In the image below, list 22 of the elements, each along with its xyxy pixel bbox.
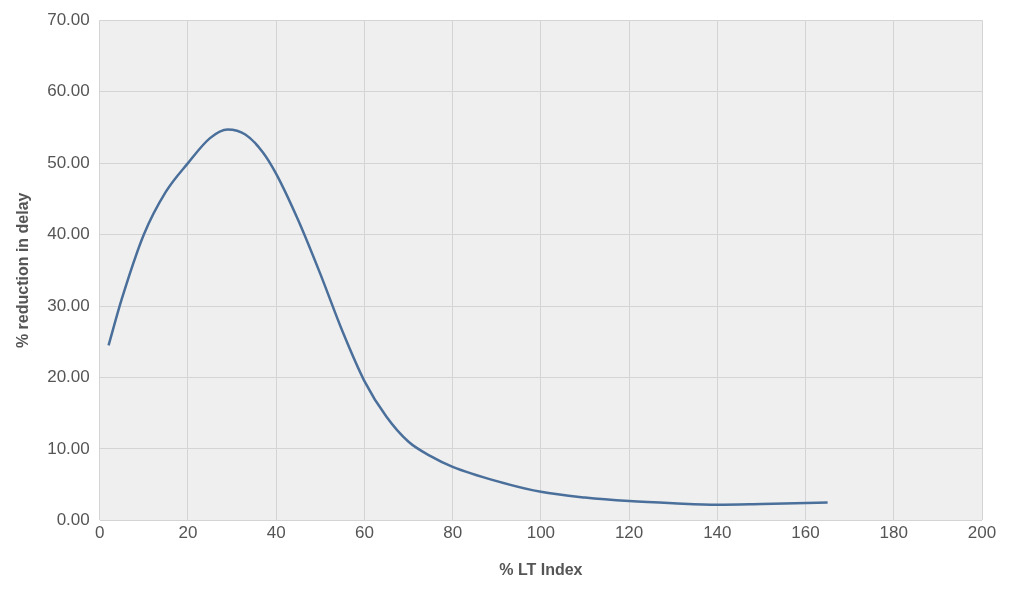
x-tick-label: 200 — [967, 523, 997, 543]
y-tick-label: 40.00 — [47, 224, 90, 244]
x-tick-label: 120 — [614, 523, 644, 543]
y-tick-label: 10.00 — [47, 438, 90, 458]
y-tick-label: 60.00 — [47, 81, 90, 101]
x-tick-label: 40 — [266, 523, 286, 543]
x-tick-label: 160 — [791, 523, 820, 543]
y-tick-label: 0.00 — [56, 510, 90, 530]
y-axis-title: % reduction in delay — [14, 192, 32, 349]
y-tick-label: 50.00 — [47, 152, 90, 172]
x-tick-label: 80 — [443, 523, 463, 543]
x-tick-label: 20 — [178, 523, 198, 543]
y-tick-label: 70.00 — [47, 9, 90, 29]
line-series — [107, 128, 829, 506]
y-tick-label: 20.00 — [47, 367, 90, 387]
x-tick-label: 60 — [354, 523, 374, 543]
x-tick-label: 180 — [879, 523, 908, 543]
x-tick-label: 100 — [526, 523, 556, 543]
x-axis-title: % LT Index — [499, 560, 583, 578]
y-tick-label: 30.00 — [47, 295, 90, 315]
x-tick-label: 140 — [703, 523, 732, 543]
x-tick-label: 0 — [95, 523, 105, 543]
